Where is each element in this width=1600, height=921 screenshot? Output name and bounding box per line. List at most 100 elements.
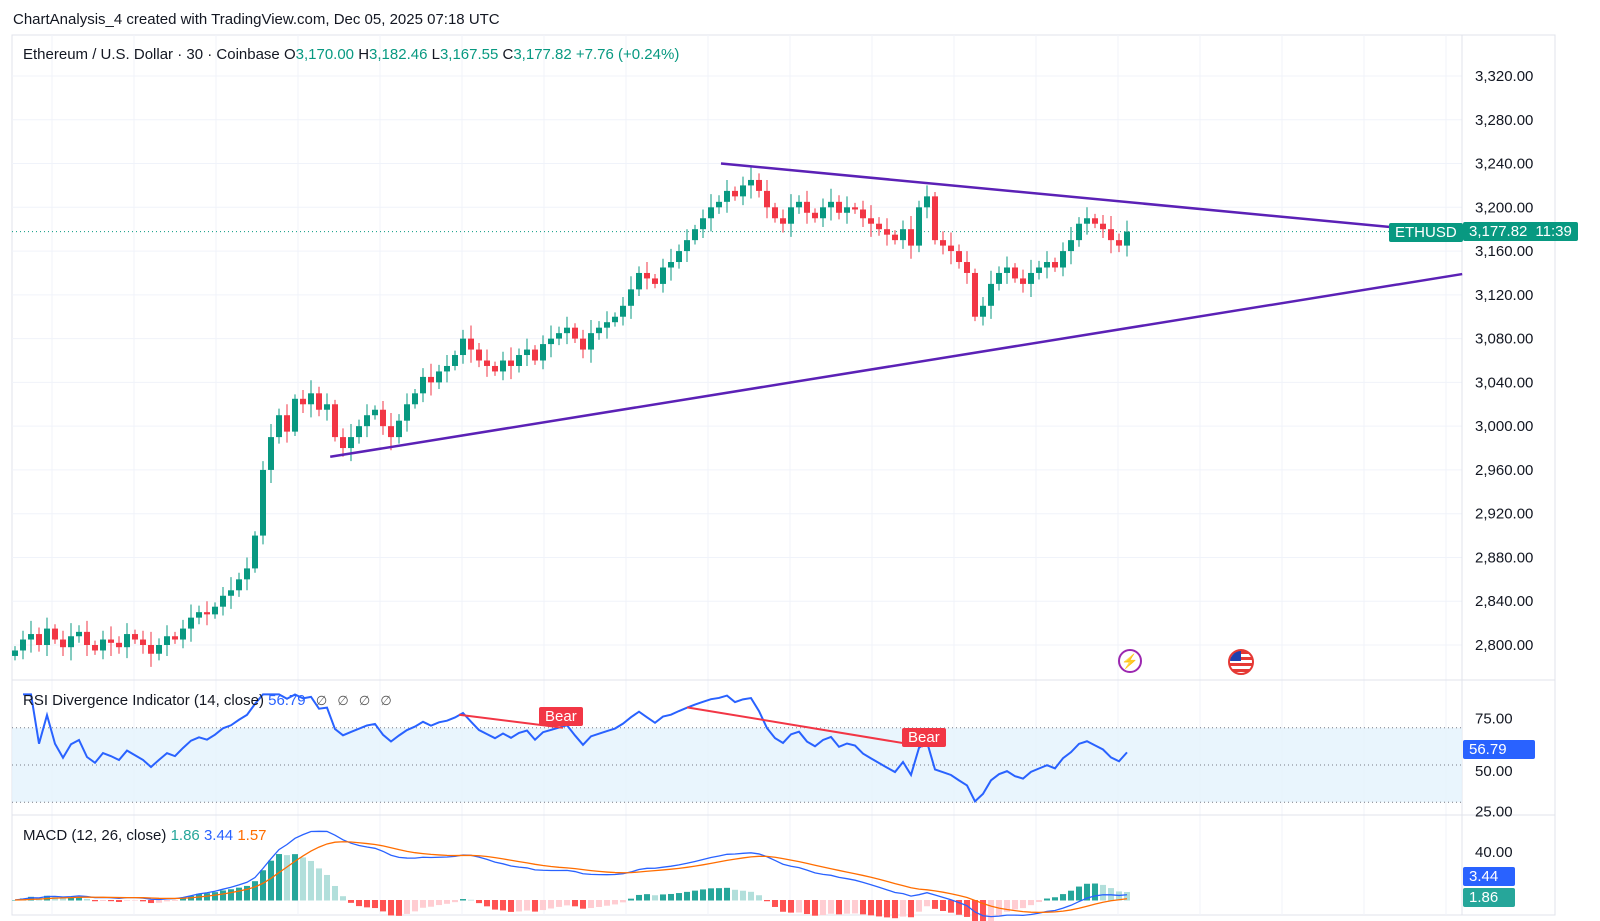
candle-body — [388, 426, 394, 438]
candle-body — [164, 636, 170, 645]
macd-histogram-bar — [980, 900, 986, 921]
candle-body — [132, 634, 138, 640]
macd-histogram-bar — [1076, 886, 1082, 901]
macd-histogram-bar — [988, 900, 994, 921]
candle-body — [92, 645, 98, 651]
candle-body — [428, 376, 434, 383]
macd-histogram-bar — [876, 900, 882, 917]
signal-line — [14, 841, 1128, 914]
macd-histogram-bar — [732, 889, 738, 901]
candle-body — [676, 251, 682, 263]
rsi-title[interactable]: RSI Divergence Indicator (14, close) — [23, 692, 264, 709]
macd-histogram-bar — [308, 860, 314, 901]
candle-body — [940, 240, 946, 246]
rsi-axis-label: 75.00 — [1475, 711, 1513, 728]
candle-body — [316, 393, 322, 410]
lightning-event-icon[interactable]: ⚡ — [1118, 649, 1142, 673]
candle-body — [460, 338, 466, 356]
candle-body — [604, 322, 610, 328]
candle-body — [140, 639, 146, 645]
macd-histogram-bar — [444, 900, 450, 904]
candle-body — [980, 305, 986, 317]
rsi-axis-label: 25.00 — [1475, 804, 1513, 821]
macd-histogram-bar — [124, 900, 130, 901]
candle-body — [356, 426, 362, 438]
candle-body — [748, 179, 754, 186]
macd-histogram-bar — [596, 900, 602, 907]
candle-body — [612, 316, 618, 323]
macd-histogram-bar — [252, 881, 258, 901]
candle-body — [1020, 278, 1026, 284]
candle-body — [156, 645, 162, 654]
macd-histogram-bar — [500, 900, 506, 911]
macd-histogram-bar — [700, 889, 706, 901]
candle-body — [804, 201, 810, 213]
candle-body — [580, 338, 586, 350]
macd-histogram-bar — [908, 900, 914, 918]
change-value: +7.76 (+0.24%) — [575, 46, 680, 63]
macd-histogram-bar — [940, 900, 946, 911]
us-flag-event-icon[interactable] — [1228, 649, 1254, 675]
candle-body — [684, 240, 690, 252]
ticker-tag: ETHUSD — [1389, 223, 1463, 242]
price-axis-label: 2,960.00 — [1475, 462, 1533, 479]
symbol-title[interactable]: Ethereum / U.S. Dollar · 30 · Coinbase — [23, 46, 280, 63]
candle-body — [1044, 262, 1050, 268]
macd-histogram-bar — [812, 900, 818, 916]
macd-histogram-bar — [1084, 883, 1090, 901]
candle-body — [364, 415, 370, 427]
candle-body — [68, 636, 74, 648]
candle-body — [28, 634, 34, 640]
macd-histogram-bar — [460, 899, 466, 901]
macd-histogram-bar — [620, 900, 626, 903]
candle-body — [892, 234, 898, 241]
macd-title[interactable]: MACD (12, 26, close) — [23, 827, 167, 844]
macd-histogram-bar — [508, 900, 514, 912]
macd-histogram-bar — [220, 890, 226, 901]
candle-body — [740, 185, 746, 197]
macd-histogram-bar — [484, 900, 490, 907]
candle-body — [668, 262, 674, 268]
high-label: H — [358, 46, 370, 63]
macd-histogram-bar — [836, 900, 842, 915]
macd-histogram-bar — [276, 854, 282, 901]
candle-body — [1028, 272, 1034, 284]
macd-histogram-bar — [372, 900, 378, 909]
triangle-trendline — [330, 272, 1463, 459]
macd-histogram-bar — [604, 900, 610, 906]
candle-body — [1092, 218, 1098, 224]
candle-body — [908, 229, 914, 246]
macd-histogram-bar — [316, 868, 322, 901]
price-axis-label: 3,200.00 — [1475, 199, 1533, 216]
macd-histogram-bar — [540, 900, 546, 911]
macd-histogram-bar — [1012, 900, 1018, 910]
candle-body — [508, 360, 514, 366]
macd-histogram-bar — [692, 890, 698, 901]
candle-body — [500, 360, 506, 372]
candle-body — [788, 207, 794, 224]
high-value: 3,182.46 — [369, 46, 428, 63]
candle-body — [284, 415, 290, 432]
macd-histogram-bar — [756, 895, 762, 901]
macd-histogram-bar — [564, 900, 570, 906]
macd-histogram-bar — [300, 857, 306, 901]
price-axis-label: 2,800.00 — [1475, 637, 1533, 654]
macd-histogram-bar — [148, 900, 154, 904]
candle-body — [876, 223, 882, 230]
candle-body — [340, 437, 346, 449]
macd-histogram-bar — [676, 893, 682, 901]
macd-histogram-bar — [60, 898, 66, 901]
candle-body — [204, 612, 210, 615]
macd-histogram-bar — [636, 894, 642, 901]
macd-histogram-bar — [964, 900, 970, 917]
macd-histogram-bar — [892, 900, 898, 919]
candle-body — [868, 218, 874, 224]
macd-histogram-bar — [740, 890, 746, 901]
macd-histogram-bar — [1052, 897, 1058, 901]
macd-histogram-bar — [284, 855, 290, 901]
candle-body — [1004, 267, 1010, 273]
candle-body — [596, 327, 602, 334]
price-axis-label: 2,840.00 — [1475, 593, 1533, 610]
